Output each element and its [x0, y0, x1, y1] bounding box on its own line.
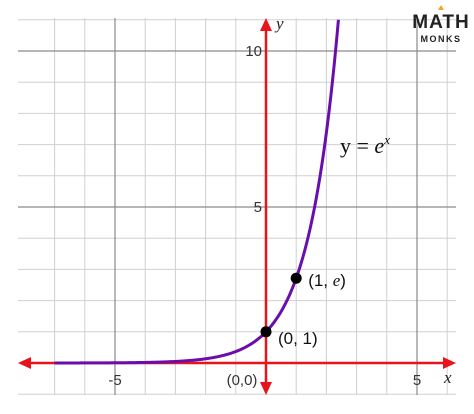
brand-triangle-icon: [438, 5, 444, 10]
equation-lhs: y =: [340, 133, 374, 158]
equation-label: y = ex: [340, 132, 390, 158]
brand-logo: MATH MONKS: [412, 5, 469, 44]
brand-name-bottom: MONKS: [421, 34, 462, 44]
exp-curve-line: [54, 19, 340, 365]
point-label-1-e: (1, e): [308, 271, 346, 290]
equation-exponent: x: [383, 132, 390, 147]
brand-name-top: MATH: [412, 12, 469, 33]
y-axis-label: y: [274, 14, 284, 33]
point-label-0-1: (0, 1): [278, 329, 318, 348]
grid-major-lines: [18, 18, 456, 395]
x-tick-label: 5: [413, 372, 421, 389]
origin-label: (0,0): [227, 372, 258, 389]
data-point: [290, 272, 302, 284]
data-point: [260, 326, 272, 338]
points-group: [260, 272, 302, 338]
point-label-part: ): [340, 271, 346, 290]
y-axis-arrow-down-icon: [260, 382, 272, 395]
point-label-var: e: [333, 271, 341, 290]
point-label-part: (1,: [308, 271, 333, 290]
x-axis-label: x: [443, 368, 452, 387]
y-tick-label: 5: [254, 199, 262, 216]
y-tick-label: 10: [245, 43, 262, 60]
x-tick-label: -5: [108, 372, 121, 389]
x-axis-arrow-left-icon: [18, 357, 31, 369]
x-axis-arrow-right-icon: [443, 357, 456, 369]
equation-base: e: [374, 133, 384, 158]
y-axis-arrow-up-icon: [260, 18, 272, 31]
curve-group: [54, 19, 340, 365]
